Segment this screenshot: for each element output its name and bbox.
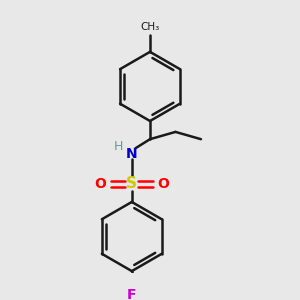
Text: S: S xyxy=(126,176,137,191)
Text: N: N xyxy=(126,147,138,161)
Text: F: F xyxy=(127,288,136,300)
Text: CH₃: CH₃ xyxy=(140,22,160,32)
Text: O: O xyxy=(158,177,170,191)
Text: O: O xyxy=(94,177,106,191)
Text: H: H xyxy=(113,140,123,153)
